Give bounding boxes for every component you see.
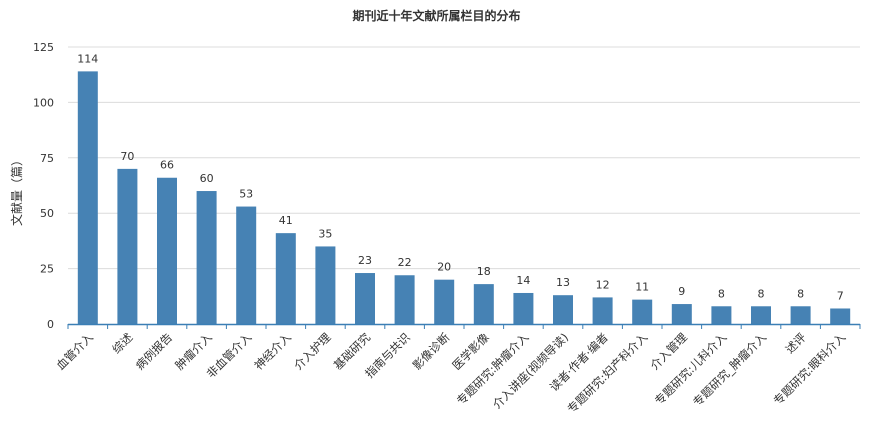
data-label: 53 [239, 188, 253, 201]
data-label: 8 [758, 287, 765, 300]
y-tick-label: 125 [33, 41, 54, 54]
bar [513, 292, 534, 324]
bar [355, 273, 375, 324]
y-tick-label: 100 [33, 96, 54, 109]
data-label: 7 [837, 289, 844, 302]
data-label: 60 [200, 172, 214, 185]
x-axis [67, 323, 861, 329]
x-tick-label: 述评 [783, 330, 810, 357]
bar [236, 206, 257, 324]
y-axis-ticks: 0 25 50 75 100 125 [33, 41, 54, 331]
bar [711, 306, 732, 324]
x-tick-label: 神经介入 [251, 330, 294, 373]
data-label: 70 [120, 150, 134, 163]
bar [315, 246, 336, 324]
bar [830, 308, 851, 324]
y-axis-label: 文献量（篇） [9, 154, 24, 226]
y-tick-label: 0 [47, 318, 54, 331]
data-label: 12 [596, 278, 610, 291]
data-label: 13 [556, 276, 570, 289]
gridlines [68, 46, 860, 270]
data-label: 18 [477, 265, 491, 278]
y-tick-label: 75 [40, 152, 54, 165]
bar [434, 279, 455, 324]
data-label: 11 [635, 281, 649, 294]
data-label: 9 [678, 285, 685, 298]
bar [790, 306, 811, 324]
x-tick-label: 影像诊断 [410, 330, 453, 373]
bar [473, 284, 494, 324]
bar [77, 71, 98, 324]
data-label: 22 [398, 256, 412, 269]
bars [77, 71, 851, 324]
x-tick-label: 血管介入 [53, 330, 96, 373]
bar [592, 297, 613, 324]
x-tick-label: 专题研究_肿瘤介入 [690, 330, 769, 409]
y-tick-label: 25 [40, 263, 54, 276]
x-tick-label: 专题研究:肿瘤介入 [454, 330, 532, 408]
bar [157, 177, 177, 324]
data-label: 66 [160, 159, 174, 172]
data-label: 14 [516, 274, 530, 287]
data-labels: 114 70 66 60 53 41 35 23 22 20 18 14 13 12 11 9 8 8 8 7 [77, 52, 843, 302]
x-tick-label: 专题研究:眼科介入 [771, 330, 849, 408]
x-tick-label: 病例报告 [133, 330, 175, 372]
bar [196, 191, 217, 324]
x-tick-label: 专题研究:儿科介入 [652, 330, 730, 408]
bar [117, 168, 138, 324]
bar [553, 295, 573, 324]
bar [671, 304, 692, 324]
data-label: 20 [437, 261, 451, 274]
x-axis-categories: 血管介入 综述病例报告肿瘤介入非血管介入神经介入介入护理基础研究指南与共识影像诊断… [53, 330, 848, 416]
data-label: 8 [797, 287, 804, 300]
data-label: 8 [718, 287, 725, 300]
bar [394, 275, 415, 324]
x-tick-label: 综述 [109, 330, 136, 357]
bar [275, 233, 296, 324]
bar [632, 299, 653, 324]
chart-title: 期刊近十年文献所属栏目的分布 [352, 8, 520, 23]
data-label: 35 [318, 227, 332, 240]
data-label: 23 [358, 254, 372, 267]
y-tick-label: 50 [40, 207, 54, 220]
bar [751, 306, 771, 324]
x-tick-label: 介入护理 [291, 330, 334, 373]
data-label: 41 [279, 214, 293, 227]
data-label: 114 [77, 52, 98, 65]
